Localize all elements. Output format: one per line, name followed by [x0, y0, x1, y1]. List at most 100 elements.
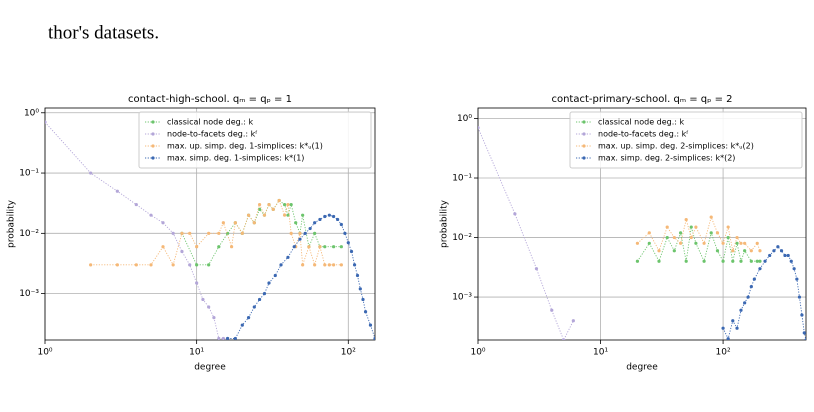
data-point — [702, 241, 706, 245]
data-point — [735, 241, 739, 245]
data-point — [308, 226, 312, 231]
data-point — [212, 315, 216, 320]
chart-title: contact-primary-school. qₘ = qₚ = 2 — [551, 94, 732, 105]
data-point — [368, 323, 373, 327]
data-point — [678, 231, 683, 235]
data-point — [763, 259, 767, 263]
legend-label: max. simp. deg. 2-simplices: k*(2) — [598, 154, 735, 163]
data-point — [346, 241, 350, 245]
data-point — [221, 221, 225, 225]
data-point — [726, 235, 730, 240]
data-point — [755, 259, 759, 263]
data-point — [331, 245, 336, 249]
data-point — [647, 231, 651, 235]
data-point — [635, 241, 640, 245]
data-point — [307, 245, 311, 249]
data-point — [327, 263, 331, 267]
legend-label: classical node deg.: k — [167, 118, 254, 127]
data-point — [361, 297, 365, 302]
x-tick-label: 10¹ — [593, 348, 608, 358]
data-point — [709, 231, 713, 235]
data-point — [282, 202, 287, 207]
data-point — [694, 225, 698, 229]
legend-label: node-to-facets deg.: kᶠ — [598, 130, 689, 139]
data-point — [657, 259, 661, 263]
data-point — [363, 310, 368, 314]
data-point — [726, 225, 730, 229]
data-point — [513, 212, 517, 216]
data-point — [134, 202, 138, 207]
chart-title: contact-high-school. qₘ = qₚ = 1 — [128, 94, 292, 105]
body-text: thor's datasets. — [48, 22, 159, 43]
series-line — [181, 199, 342, 266]
data-point — [746, 295, 750, 299]
data-point — [298, 237, 302, 241]
y-tick-label: 10⁻² — [19, 229, 39, 239]
legend-label: max. up. simp. deg. 2-simplices: k*ᵤ(2) — [598, 142, 754, 151]
data-point — [731, 249, 735, 253]
data-point — [657, 249, 661, 253]
data-point — [331, 263, 336, 267]
data-point — [294, 221, 298, 225]
data-point — [752, 277, 756, 281]
series-line — [637, 215, 761, 252]
y-tick-label: 10⁻¹ — [19, 169, 39, 179]
data-point — [188, 263, 192, 267]
legend-marker — [151, 132, 155, 136]
data-point — [171, 231, 175, 235]
series-line — [722, 246, 806, 340]
x-axis-label: degree — [626, 363, 658, 373]
x-axis-label: degree — [194, 363, 226, 373]
data-point — [735, 235, 739, 240]
data-point — [731, 319, 735, 323]
data-point — [267, 281, 271, 285]
data-point — [731, 259, 735, 263]
data-point — [180, 249, 184, 254]
y-axis-label: probability — [440, 199, 450, 248]
data-point — [339, 222, 343, 227]
legend-marker — [151, 120, 155, 124]
data-point — [45, 120, 47, 124]
data-point — [233, 221, 237, 225]
data-point — [665, 225, 669, 229]
data-point — [776, 245, 780, 249]
data-point — [478, 126, 480, 130]
data-point — [207, 231, 211, 235]
data-point — [303, 231, 307, 235]
data-point — [318, 217, 322, 222]
y-tick-label: 10⁻¹ — [452, 174, 472, 184]
legend-marker — [582, 144, 586, 148]
data-point — [721, 259, 725, 263]
legend-marker — [151, 156, 155, 160]
data-point — [262, 213, 267, 217]
y-tick-label: 10⁻³ — [19, 289, 39, 299]
data-point — [743, 301, 747, 305]
legend-box — [138, 111, 372, 169]
plot-area — [45, 120, 375, 340]
data-point — [289, 231, 293, 235]
data-point — [758, 249, 762, 253]
data-point — [792, 267, 796, 271]
data-point — [229, 245, 234, 249]
data-point — [89, 263, 93, 267]
data-point — [800, 313, 804, 317]
data-point — [335, 217, 340, 222]
data-point — [252, 305, 256, 309]
legend-label: node-to-facets deg.: kᶠ — [167, 130, 258, 139]
data-point — [115, 263, 119, 267]
data-point — [217, 231, 221, 235]
legend-label: max. up. simp. deg. 1-simplices: k*ᵤ(1) — [167, 142, 323, 151]
data-point — [207, 263, 211, 267]
data-point — [331, 214, 336, 219]
legend-marker — [582, 156, 586, 160]
data-point — [286, 202, 290, 207]
data-point — [313, 263, 317, 267]
data-point — [758, 259, 762, 263]
data-point — [273, 273, 277, 278]
data-point — [279, 263, 283, 267]
data-point — [323, 245, 327, 249]
data-point — [786, 253, 790, 258]
data-point — [323, 214, 327, 219]
data-point — [684, 259, 688, 263]
data-point — [233, 336, 237, 340]
